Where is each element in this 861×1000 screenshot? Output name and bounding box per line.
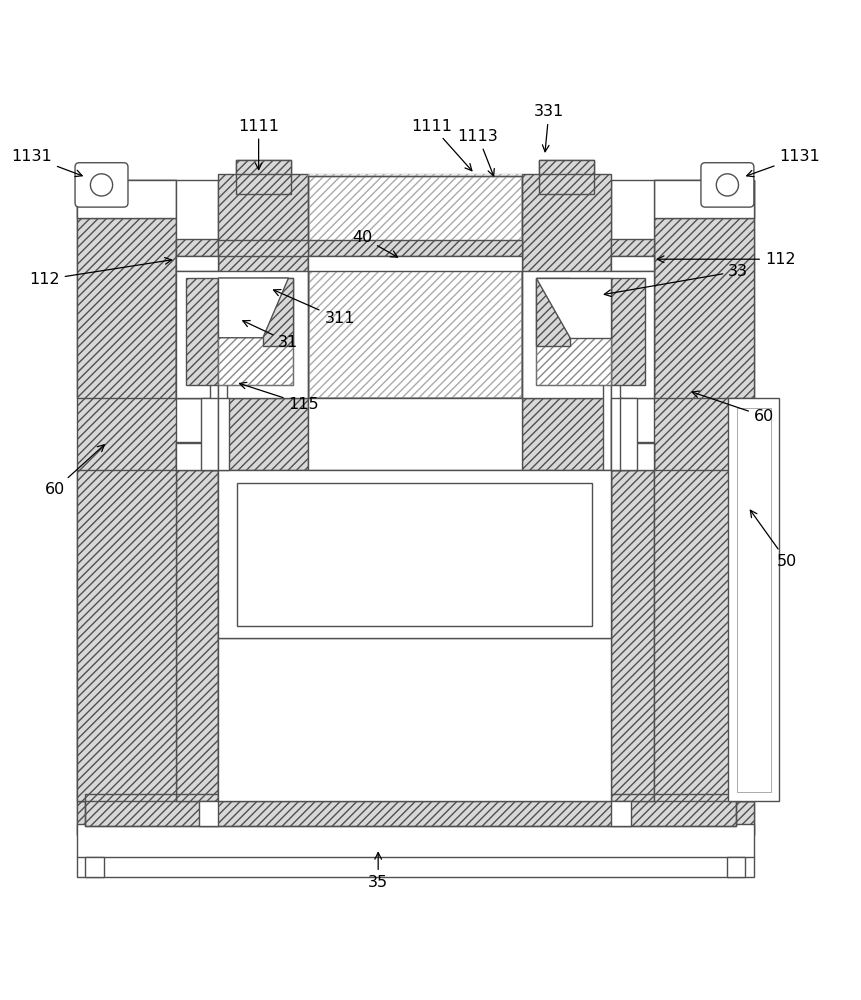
Bar (218, 638, 610, 801)
Text: 50: 50 (749, 510, 796, 569)
Text: 1131: 1131 (746, 149, 820, 177)
Polygon shape (77, 801, 753, 835)
Text: 112: 112 (29, 258, 171, 287)
Polygon shape (218, 398, 307, 470)
Text: 35: 35 (368, 853, 387, 890)
Polygon shape (176, 180, 218, 398)
Bar (199, 801, 218, 826)
Bar (85, 794, 735, 826)
Text: 1111: 1111 (238, 119, 279, 170)
Bar (218, 240, 307, 256)
Bar (85, 794, 735, 826)
Bar (538, 160, 593, 174)
FancyBboxPatch shape (700, 163, 753, 207)
Text: 115: 115 (239, 382, 319, 412)
Text: 60: 60 (45, 445, 104, 497)
Polygon shape (263, 278, 293, 346)
Bar (307, 176, 521, 398)
Bar (176, 239, 218, 256)
Text: 311: 311 (273, 290, 355, 326)
Bar (538, 160, 593, 194)
Bar (610, 239, 653, 256)
Bar (610, 376, 619, 470)
Bar (77, 180, 176, 218)
Polygon shape (653, 470, 753, 801)
Text: 1131: 1131 (11, 149, 82, 177)
Bar (176, 256, 218, 271)
Text: 331: 331 (533, 104, 563, 152)
Bar (602, 376, 610, 470)
Bar (726, 857, 745, 877)
Polygon shape (218, 174, 307, 398)
Bar (218, 470, 610, 638)
Bar (238, 485, 590, 626)
Text: 33: 33 (604, 264, 747, 297)
Polygon shape (176, 271, 218, 398)
Polygon shape (536, 278, 610, 338)
Bar (307, 256, 521, 271)
Bar (610, 801, 630, 826)
Bar (235, 160, 291, 174)
Bar (218, 638, 610, 801)
Bar (610, 256, 653, 271)
Bar (218, 376, 226, 470)
Bar (610, 442, 653, 801)
Polygon shape (521, 398, 610, 470)
Bar (307, 398, 521, 470)
Text: 40: 40 (351, 230, 397, 257)
Bar (176, 472, 653, 801)
Polygon shape (536, 278, 610, 385)
Polygon shape (610, 278, 645, 385)
Bar (307, 398, 521, 470)
Polygon shape (536, 278, 570, 346)
Polygon shape (186, 278, 218, 385)
Polygon shape (218, 470, 610, 801)
Polygon shape (77, 180, 176, 835)
Polygon shape (218, 278, 293, 385)
Bar (77, 824, 753, 877)
Bar (237, 483, 592, 626)
Polygon shape (653, 568, 753, 801)
Bar (176, 443, 307, 470)
Polygon shape (77, 470, 176, 801)
Polygon shape (521, 174, 610, 398)
Circle shape (90, 174, 113, 196)
Bar (610, 256, 653, 271)
Bar (210, 376, 218, 470)
Bar (728, 398, 778, 801)
Bar (307, 240, 521, 256)
Polygon shape (653, 180, 753, 398)
Text: 31: 31 (243, 321, 298, 350)
Bar (619, 398, 636, 470)
Text: 1111: 1111 (411, 119, 471, 171)
Bar (218, 470, 610, 638)
FancyBboxPatch shape (75, 163, 127, 207)
Text: 60: 60 (691, 391, 773, 424)
Polygon shape (610, 180, 653, 398)
Bar (176, 256, 218, 271)
Bar (521, 443, 653, 470)
Text: 112: 112 (657, 252, 795, 267)
Bar (238, 485, 590, 626)
Bar (307, 176, 521, 398)
Bar (235, 160, 291, 194)
Bar (736, 408, 770, 792)
Bar (610, 398, 621, 470)
Polygon shape (218, 278, 288, 338)
Polygon shape (77, 180, 176, 398)
Text: 1113: 1113 (457, 129, 498, 176)
Circle shape (715, 174, 738, 196)
Bar (176, 271, 307, 398)
Polygon shape (653, 180, 753, 835)
Bar (85, 857, 104, 877)
Bar (521, 271, 653, 398)
Polygon shape (77, 568, 176, 801)
Bar (218, 398, 228, 470)
Bar (176, 442, 218, 801)
Bar (653, 180, 753, 218)
Bar (201, 398, 218, 470)
